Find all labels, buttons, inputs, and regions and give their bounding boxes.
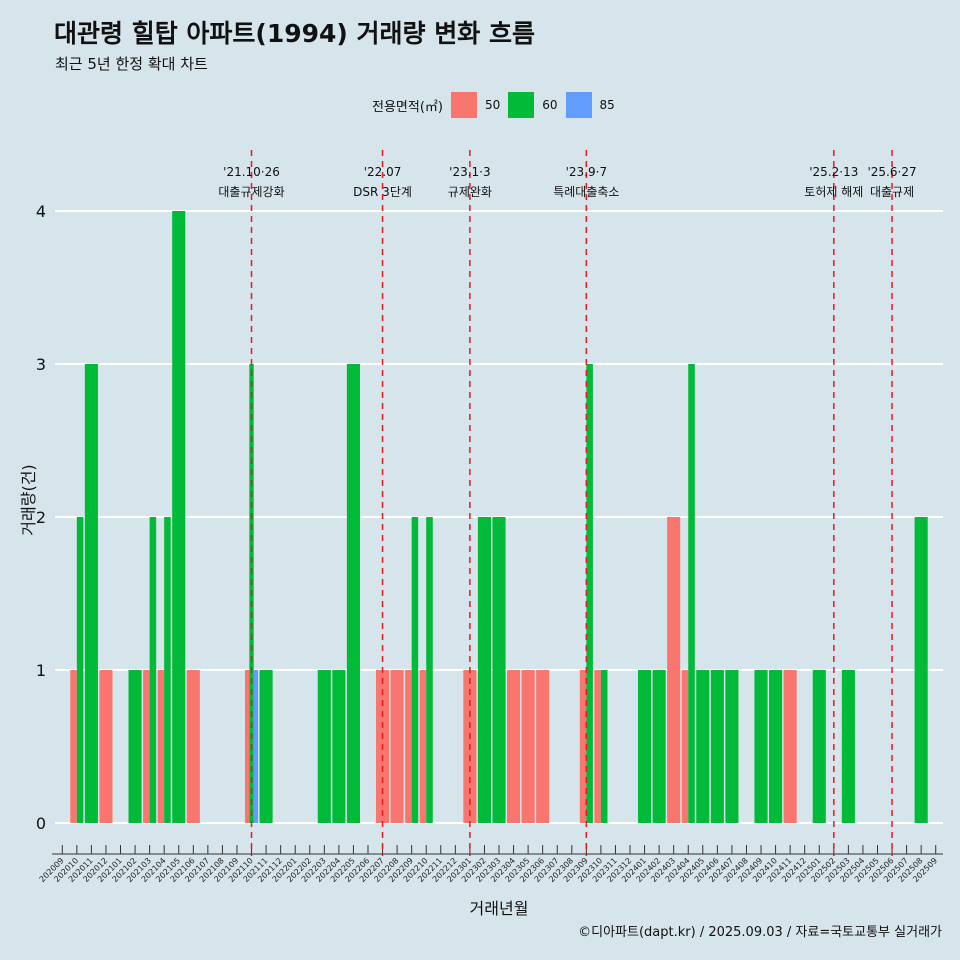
- event-date: '22.07: [364, 165, 402, 179]
- bar-202104-50: [157, 670, 165, 823]
- bar-202010-50: [70, 670, 77, 823]
- event-label: 규제완화: [448, 185, 492, 199]
- bar-202010-60: [76, 517, 84, 823]
- legend: 전용면적(㎡) 50 60 85: [372, 92, 623, 118]
- bar-202405-60: [696, 670, 710, 823]
- bar-202401-60: [638, 670, 652, 823]
- bar-202305-50: [521, 670, 535, 823]
- chart-title: 대관령 힐탑 아파트(1994) 거래량 변화 흐름: [54, 19, 535, 48]
- bar-202104-60: [164, 517, 171, 823]
- y-axis-title: 거래량(건): [19, 464, 38, 535]
- legend-label-50: 50: [484, 98, 501, 112]
- event-date: '23.9·7: [566, 165, 607, 179]
- bar-202303-60: [492, 517, 506, 823]
- bar-202204-60: [332, 670, 346, 823]
- bar-202012-50: [99, 670, 113, 823]
- legend-swatch-60: [508, 92, 535, 118]
- event-date: '25.6·27: [867, 165, 916, 179]
- bar-202210-60: [426, 517, 433, 823]
- bar-202503-60: [841, 670, 855, 823]
- bar-202309-50: [579, 670, 587, 823]
- bar-202404-60: [688, 364, 695, 823]
- legend-label-85: 85: [599, 98, 615, 112]
- event-date: '21.10·26: [223, 165, 280, 179]
- event-date: '23.1·3: [449, 165, 490, 179]
- y-tick-label: 1: [36, 661, 46, 680]
- bar-202103-50: [143, 670, 150, 823]
- bar-202105-60: [172, 211, 186, 823]
- bar-202406-60: [710, 670, 724, 823]
- bar-202302-60: [477, 517, 491, 823]
- event-label: 대출규제강화: [218, 185, 284, 199]
- bar-202410-60: [769, 670, 783, 823]
- legend-swatch-85: [565, 92, 592, 118]
- bar-202110-85: [253, 670, 259, 823]
- bar-202208-50: [390, 670, 404, 823]
- bar-202209-50: [405, 670, 412, 823]
- legend-title: 전용면적(㎡): [372, 99, 443, 115]
- bar-202411-50: [783, 670, 797, 823]
- bar-202508-60: [914, 517, 928, 823]
- bar-202404-50: [681, 670, 689, 823]
- bar-202106-50: [186, 670, 200, 823]
- legend-item-60: 60: [508, 92, 558, 118]
- bar-202203-60: [317, 670, 331, 823]
- bar-202309-60: [586, 364, 593, 823]
- bar-202205-60: [346, 364, 360, 823]
- y-tick-label: 3: [36, 355, 46, 374]
- bar-202403-50: [667, 517, 681, 823]
- bar-202304-50: [507, 670, 521, 823]
- legend-swatch-50: [450, 92, 477, 118]
- event-label: 대출규제: [870, 185, 914, 199]
- event-label: 특례대출축소: [553, 185, 619, 199]
- bar-202407-60: [725, 670, 739, 823]
- legend-label-60: 60: [542, 98, 558, 112]
- y-tick-label: 4: [36, 202, 46, 221]
- event-label: DSR 3단계: [353, 185, 412, 199]
- bar-202306-50: [536, 670, 550, 823]
- bar-202103-60: [149, 517, 157, 823]
- x-axis-title: 거래년월: [470, 899, 529, 918]
- y-tick-label: 0: [36, 814, 46, 833]
- bar-202102-60: [128, 670, 142, 823]
- event-date: '25.2·13: [809, 165, 858, 179]
- bar-202310-50: [594, 670, 601, 823]
- event-label: 토허제 해제: [804, 185, 863, 199]
- bar-202110-50: [244, 670, 250, 823]
- bar-202501-60: [812, 670, 826, 823]
- bar-202310-60: [600, 670, 608, 823]
- bar-202209-60: [411, 517, 419, 823]
- bar-202210-50: [419, 670, 427, 823]
- legend-item-50: 50: [450, 92, 501, 118]
- bar-202409-60: [754, 670, 768, 823]
- chart-subtitle: 최근 5년 한정 확대 차트: [55, 55, 208, 73]
- source-caption: ©디아파트(dapt.kr) / 2025.09.03 / 자료=국토교통부 실…: [578, 925, 942, 940]
- bar-202011-60: [84, 364, 98, 823]
- y-tick-label: 2: [36, 508, 46, 527]
- bar-202111-60: [259, 670, 273, 823]
- legend-item-85: 85: [565, 92, 615, 118]
- bar-202402-60: [652, 670, 666, 823]
